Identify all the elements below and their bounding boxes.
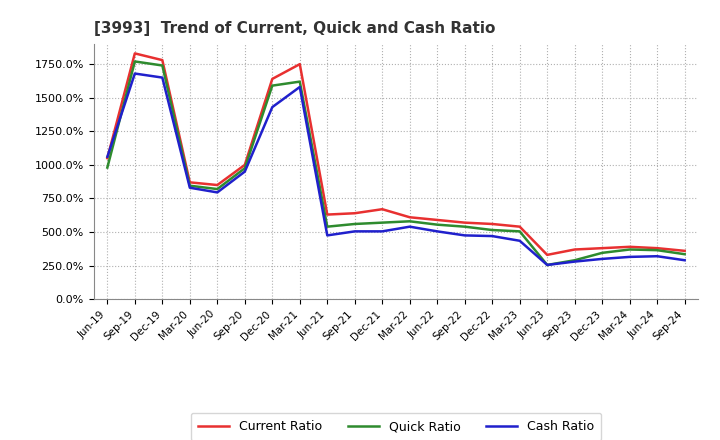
Quick Ratio: [323, 224, 332, 229]
Quick Ratio: [405, 219, 414, 224]
Current Ratio: [295, 62, 304, 67]
Cash Ratio: [130, 71, 139, 76]
Line: Quick Ratio: Quick Ratio: [107, 62, 685, 265]
Text: [3993]  Trend of Current, Quick and Cash Ratio: [3993] Trend of Current, Quick and Cash …: [94, 21, 495, 36]
Current Ratio: [240, 162, 249, 168]
Current Ratio: [351, 211, 359, 216]
Current Ratio: [460, 220, 469, 225]
Quick Ratio: [543, 262, 552, 268]
Cash Ratio: [570, 259, 579, 264]
Cash Ratio: [433, 229, 441, 234]
Quick Ratio: [103, 165, 112, 170]
Cash Ratio: [158, 75, 166, 80]
Current Ratio: [653, 246, 662, 251]
Quick Ratio: [213, 187, 222, 192]
Quick Ratio: [680, 252, 689, 257]
Cash Ratio: [653, 253, 662, 259]
Current Ratio: [516, 224, 524, 229]
Current Ratio: [626, 244, 634, 249]
Line: Cash Ratio: Cash Ratio: [107, 73, 685, 265]
Cash Ratio: [626, 254, 634, 260]
Current Ratio: [323, 212, 332, 217]
Quick Ratio: [158, 63, 166, 68]
Current Ratio: [186, 180, 194, 185]
Current Ratio: [543, 252, 552, 257]
Cash Ratio: [488, 234, 497, 239]
Cash Ratio: [295, 84, 304, 90]
Quick Ratio: [295, 79, 304, 84]
Quick Ratio: [516, 229, 524, 234]
Cash Ratio: [351, 229, 359, 234]
Current Ratio: [130, 51, 139, 56]
Quick Ratio: [570, 257, 579, 263]
Quick Ratio: [488, 227, 497, 233]
Quick Ratio: [433, 222, 441, 227]
Quick Ratio: [626, 247, 634, 252]
Current Ratio: [268, 76, 276, 81]
Quick Ratio: [598, 250, 606, 256]
Current Ratio: [158, 58, 166, 63]
Current Ratio: [213, 183, 222, 188]
Current Ratio: [103, 155, 112, 161]
Current Ratio: [488, 221, 497, 227]
Quick Ratio: [653, 248, 662, 253]
Current Ratio: [680, 248, 689, 253]
Cash Ratio: [323, 233, 332, 238]
Current Ratio: [433, 217, 441, 223]
Quick Ratio: [186, 183, 194, 188]
Cash Ratio: [268, 104, 276, 110]
Quick Ratio: [378, 220, 387, 225]
Current Ratio: [405, 215, 414, 220]
Line: Current Ratio: Current Ratio: [107, 53, 685, 255]
Quick Ratio: [351, 221, 359, 227]
Quick Ratio: [460, 224, 469, 229]
Current Ratio: [378, 206, 387, 212]
Quick Ratio: [130, 59, 139, 64]
Cash Ratio: [680, 257, 689, 263]
Current Ratio: [598, 246, 606, 251]
Cash Ratio: [460, 233, 469, 238]
Legend: Current Ratio, Quick Ratio, Cash Ratio: Current Ratio, Quick Ratio, Cash Ratio: [191, 413, 601, 440]
Quick Ratio: [240, 165, 249, 171]
Cash Ratio: [240, 169, 249, 174]
Cash Ratio: [543, 262, 552, 268]
Cash Ratio: [516, 238, 524, 243]
Quick Ratio: [268, 83, 276, 88]
Cash Ratio: [378, 229, 387, 234]
Cash Ratio: [405, 224, 414, 229]
Current Ratio: [570, 247, 579, 252]
Cash Ratio: [103, 154, 112, 159]
Cash Ratio: [598, 256, 606, 261]
Cash Ratio: [213, 190, 222, 195]
Cash Ratio: [186, 185, 194, 191]
